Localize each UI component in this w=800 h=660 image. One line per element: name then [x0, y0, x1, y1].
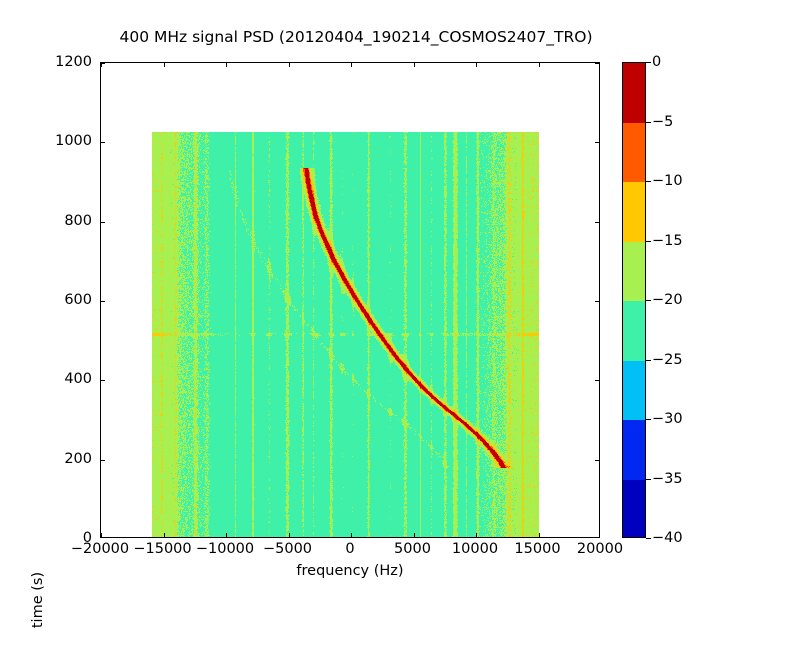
spectrogram-image	[152, 132, 539, 537]
y-tick-label: 600	[64, 292, 92, 308]
y-tick	[101, 459, 105, 461]
x-tick-top	[538, 63, 540, 67]
colorbar-tick	[646, 478, 651, 480]
heatmap-image-wrapper	[101, 63, 599, 537]
x-tick-top	[226, 63, 227, 67]
colorbar-tick-label: −10	[652, 173, 683, 189]
x-tick	[163, 533, 165, 537]
x-tick-top	[288, 63, 290, 67]
colorbar-band	[623, 182, 645, 242]
colorbar-tick-label: 0	[652, 54, 662, 70]
x-tick-top	[101, 63, 102, 67]
colorbar-band	[623, 360, 645, 420]
colorbar-tick	[646, 62, 651, 63]
x-tick-label: 15000	[514, 541, 561, 557]
colorbar-band	[623, 301, 645, 361]
colorbar-tick	[646, 121, 651, 123]
colorbar-tick-label: −15	[652, 232, 683, 249]
x-tick	[538, 533, 540, 537]
colorbar-band	[623, 479, 645, 537]
colorbar-tick	[646, 240, 651, 242]
x-tick-label: −15000	[133, 541, 192, 557]
x-tick-top	[351, 63, 352, 67]
spectrogram-canvas	[152, 132, 539, 537]
colorbar-tick	[646, 359, 651, 361]
x-tick-top	[163, 63, 165, 67]
x-tick-label: −10000	[195, 541, 255, 557]
x-tick-label: −20000	[70, 541, 130, 557]
plot-axes	[100, 62, 600, 538]
y-tick-label: 1200	[55, 54, 92, 70]
colorbar-tick-label: −25	[652, 351, 683, 368]
x-tick	[101, 533, 102, 537]
y-tick-label: 800	[64, 212, 92, 229]
colorbar-tick	[646, 538, 651, 539]
y-tick	[101, 301, 105, 302]
y-tick-right	[595, 221, 599, 223]
colorbar-tick-label: −35	[652, 470, 683, 487]
y-tick	[101, 221, 105, 223]
colorbar-tick-label: −30	[652, 411, 683, 427]
y-tick-right	[595, 380, 599, 382]
x-tick-top	[476, 63, 477, 67]
y-tick	[101, 63, 105, 64]
colorbar-tick	[646, 419, 651, 420]
y-tick	[101, 142, 105, 144]
x-tick	[226, 533, 227, 537]
y-axis-title: time (s)	[30, 571, 46, 629]
y-tick-right	[595, 301, 599, 302]
x-tick-label: 5000	[394, 541, 431, 557]
y-tick-label: 1000	[55, 133, 92, 150]
y-tick-right	[595, 142, 599, 144]
colorbar-tick-label: −40	[652, 530, 683, 546]
x-tick-label: 10000	[451, 541, 499, 557]
x-tick-top	[413, 63, 415, 67]
x-tick-label: 20000	[576, 541, 624, 557]
y-tick-label: 400	[64, 371, 92, 388]
plot-title: 400 MHz signal PSD (20120404_190214_COSM…	[119, 28, 593, 46]
x-tick	[288, 533, 290, 537]
colorbar-band	[623, 122, 645, 182]
x-axis-title: frequency (Hz)	[296, 563, 404, 579]
colorbar-tick-label: −5	[652, 113, 674, 130]
x-tick-label: 0	[345, 541, 355, 557]
x-tick	[476, 533, 477, 537]
x-tick	[351, 533, 352, 537]
colorbar-band	[623, 420, 645, 480]
y-tick-right	[595, 63, 599, 64]
colorbar-tick	[646, 181, 651, 182]
colorbar-tick-label: −20	[652, 292, 683, 308]
y-tick-label: 0	[82, 530, 92, 546]
y-tick-right	[595, 459, 599, 461]
y-tick-label: 200	[64, 450, 92, 467]
y-tick	[101, 380, 105, 382]
colorbar-band	[623, 241, 645, 301]
colorbar-tick	[646, 300, 651, 301]
colorbar	[622, 62, 646, 538]
x-tick	[413, 533, 415, 537]
colorbar-band	[623, 63, 645, 123]
x-tick-label: −5000	[262, 541, 313, 557]
figure-canvas: 400 MHz signal PSD (20120404_190214_COSM…	[30, 28, 683, 628]
